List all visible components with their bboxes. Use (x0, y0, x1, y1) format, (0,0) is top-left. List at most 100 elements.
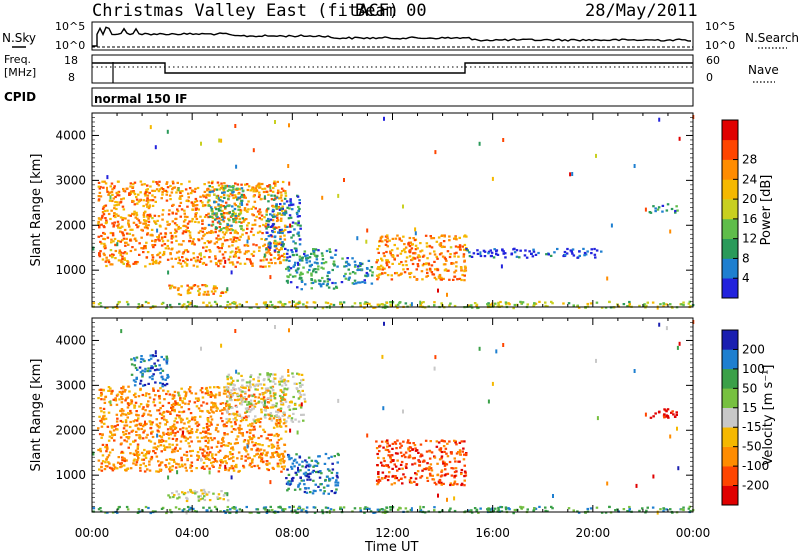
echo-cell (455, 265, 458, 268)
echo-cell (237, 451, 241, 454)
echo-cell (216, 246, 220, 249)
echo-cell (248, 381, 251, 384)
echo-cell (116, 417, 119, 420)
echo-cell (239, 402, 242, 405)
echo-cell (376, 259, 379, 262)
echo-cell (179, 293, 183, 296)
echo-cell (656, 510, 659, 515)
echo-cell (250, 227, 254, 230)
echo-cell (151, 377, 154, 381)
echo-cell (404, 507, 408, 510)
echo-cell (256, 448, 260, 451)
echo-cell (136, 445, 140, 448)
echo-cell (180, 387, 183, 390)
echo-cell (190, 418, 194, 421)
echo-cell (271, 403, 274, 407)
echo-cell (134, 366, 138, 370)
echo-cell (229, 185, 232, 188)
echo-cell (200, 436, 204, 439)
echo-cell (103, 247, 107, 250)
echo-cell (682, 506, 685, 509)
echo-cell (275, 243, 279, 246)
echo-cell (231, 446, 234, 449)
nsky-trace (92, 26, 692, 47)
echo-cell (120, 442, 123, 445)
echo-cell (136, 511, 140, 514)
echo-cell (571, 252, 574, 255)
echo-cell (111, 389, 114, 392)
echo-cell (422, 467, 426, 471)
echo-cell (171, 448, 174, 451)
echo-cell (201, 410, 204, 413)
echo-cell (249, 383, 252, 386)
echo-cell (148, 396, 152, 399)
echo-cell (121, 459, 124, 462)
echo-cell (241, 434, 245, 437)
echo-cell (117, 226, 120, 229)
echo-cell (107, 212, 111, 216)
echo-cell (130, 358, 133, 361)
echo-cell (258, 383, 261, 386)
echo-cell (288, 255, 292, 258)
echo-cell (288, 204, 291, 207)
echo-cell (242, 228, 245, 231)
echo-cell (181, 232, 185, 235)
echo-cell (414, 244, 418, 247)
echo-cell (382, 457, 385, 460)
echo-cell (345, 265, 348, 268)
echo-cell (184, 230, 188, 234)
echo-cell (116, 428, 119, 431)
echo-cell (457, 255, 460, 258)
echo-cell (157, 409, 161, 412)
echo-cell (268, 184, 271, 187)
echo-cell (373, 511, 377, 514)
echo-cell (331, 268, 334, 272)
echo-cell (97, 397, 100, 400)
echo-cell (300, 373, 304, 376)
echo-cell (500, 506, 504, 509)
echo-cell (168, 194, 172, 197)
echo-cell (252, 425, 256, 428)
echo-cell (188, 231, 192, 234)
echo-cell (269, 213, 272, 216)
echo-cell (256, 210, 260, 213)
echo-cell (277, 447, 281, 450)
echo-cell (250, 306, 253, 309)
echo-cell (180, 421, 183, 424)
echo-cell (354, 282, 358, 285)
echo-cell (207, 420, 210, 423)
echo-cell (318, 455, 321, 458)
echo-cell (406, 268, 409, 271)
echo-cell (116, 508, 120, 511)
echo-cell (295, 302, 298, 305)
echo-cell (126, 396, 130, 399)
echo-cell (121, 205, 125, 208)
echo-cell (104, 260, 108, 263)
echo-cell (504, 508, 508, 511)
echo-cell (458, 244, 462, 247)
echo-cell (671, 410, 674, 413)
echo-cell (168, 303, 172, 307)
echo-cell (336, 265, 339, 268)
echo-cell (339, 302, 342, 305)
echo-cell (171, 443, 174, 446)
echo-cell (316, 268, 320, 271)
echo-cell (332, 303, 336, 307)
echo-cell (262, 383, 266, 386)
echo-cell (442, 482, 445, 485)
echo-cell (224, 402, 228, 405)
echo-cell (218, 394, 221, 397)
echo-cell (220, 259, 223, 262)
echo-cell (211, 212, 214, 215)
echo-cell (102, 415, 105, 418)
echo-cell (273, 180, 276, 183)
echo-cell (223, 386, 226, 389)
echo-cell (171, 406, 175, 409)
echo-cell (294, 275, 297, 278)
echo-cell (670, 207, 674, 211)
echo-cell (199, 415, 202, 418)
echo-cell (381, 464, 384, 467)
echo-cell (203, 233, 207, 236)
echo-cell (193, 419, 197, 422)
echo-cell (264, 407, 267, 410)
